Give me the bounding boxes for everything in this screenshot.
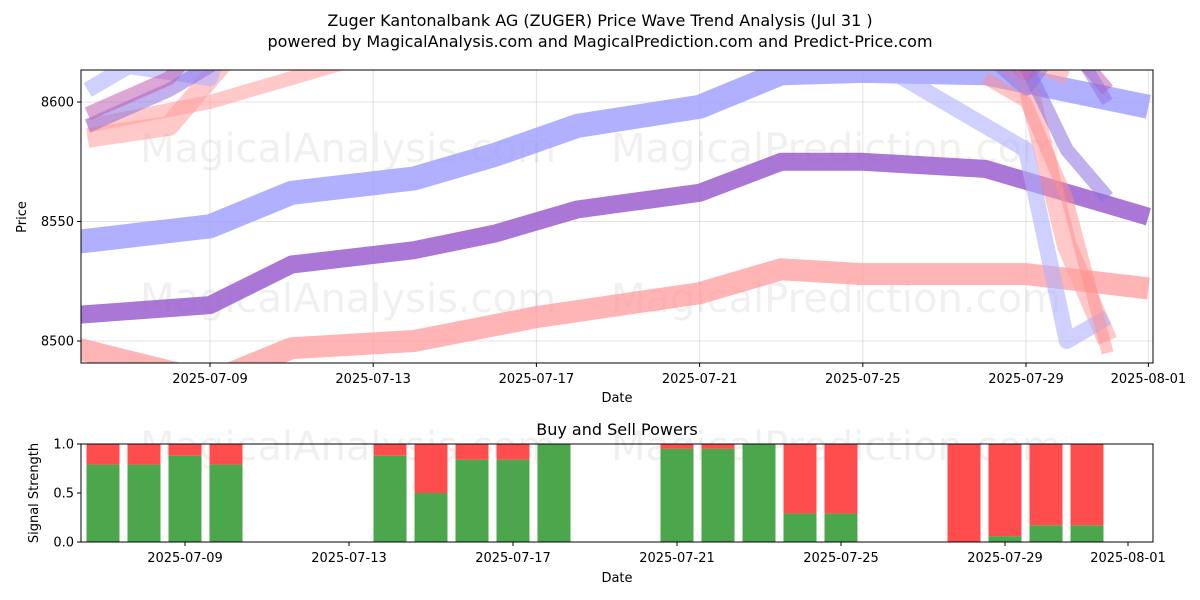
price-bands <box>81 70 1151 363</box>
chart-title: Zuger Kantonalbank AG (ZUGER) Price Wave… <box>327 11 872 30</box>
signal-x-tick-label: 2025-07-29 <box>967 551 1043 566</box>
signal-bar-2025-07-25 <box>824 444 858 542</box>
buy-bar <box>783 513 817 542</box>
buy-bar <box>1029 525 1063 542</box>
signal-bar-2025-07-17 <box>496 444 530 542</box>
price-x-tick-label: 2025-07-09 <box>172 372 248 387</box>
signal-x-tick-label: 2025-08-01 <box>1090 551 1166 566</box>
signal-bar-2025-07-28 <box>947 444 981 542</box>
price-y-tick-label: 8600 <box>41 96 74 111</box>
signal-bar-2025-07-16 <box>455 444 489 542</box>
signal-bar-2025-07-31 <box>1070 444 1104 542</box>
price-band-10 <box>994 70 1113 106</box>
signal-x-axis-label: Date <box>601 571 632 586</box>
buy-bar <box>455 459 489 542</box>
signal-y-tick-label: 0.0 <box>53 536 74 551</box>
price-x-tick-label: 2025-07-29 <box>988 372 1064 387</box>
sell-bar <box>701 444 735 449</box>
sell-bar <box>1070 444 1104 526</box>
signal-x-tick-label: 2025-07-09 <box>147 551 223 566</box>
sell-bar <box>1029 444 1063 526</box>
price-x-tick-label: 2025-07-17 <box>499 372 575 387</box>
buy-bar <box>127 464 161 542</box>
sell-bar <box>455 444 489 460</box>
buy-bar <box>414 493 448 542</box>
signal-y-axis: 0.0 0.5 1.0 <box>53 438 81 551</box>
buy-bar <box>1070 525 1104 542</box>
sell-bar <box>127 444 161 465</box>
price-x-tick-label: 2025-07-21 <box>662 372 738 387</box>
price-y-axis-label: Price <box>15 201 30 233</box>
price-x-axis-label: Date <box>601 391 632 406</box>
price-x-tick-label: 2025-07-25 <box>825 372 901 387</box>
sell-bar <box>86 444 120 465</box>
signal-bar-2025-07-29 <box>988 444 1022 542</box>
signal-bar-2025-07-09 <box>168 444 202 542</box>
sell-bar <box>660 444 694 449</box>
price-y-tick-label: 8500 <box>41 335 74 350</box>
watermark-analysis-bottom: MagicalAnalysis.com <box>140 424 556 470</box>
price-band-11 <box>982 72 1114 355</box>
buy-bar <box>496 459 530 542</box>
price-y-axis: 85008550860086508700 <box>41 96 81 350</box>
signal-bar-2025-07-08 <box>127 444 161 542</box>
signal-bar-2025-07-18 <box>537 444 571 542</box>
price-x-tick-label: 2025-08-01 <box>1111 372 1187 387</box>
signal-bars <box>86 444 1104 542</box>
signal-y-tick-label: 1.0 <box>53 438 74 453</box>
signal-bar-2025-07-22 <box>701 444 735 542</box>
price-watermarks: MagicalAnalysis.com MagicalPrediction.co… <box>140 126 1061 322</box>
price-band-3 <box>81 70 1151 254</box>
sell-bar <box>209 444 243 465</box>
buy-bar <box>701 448 735 542</box>
signal-bar-2025-07-21 <box>660 444 694 542</box>
signal-bar-2025-07-23 <box>742 444 776 542</box>
signal-bar-2025-07-10 <box>209 444 243 542</box>
sell-bar <box>783 444 817 514</box>
signal-x-axis: 2025-07-09 2025-07-13 2025-07-17 2025-07-21… <box>147 542 1166 566</box>
buy-bar <box>742 444 776 542</box>
signal-x-tick-label: 2025-07-13 <box>311 551 387 566</box>
buy-bar <box>988 536 1022 542</box>
buy-bar <box>537 444 571 542</box>
buy-bar <box>373 455 407 542</box>
signal-y-tick-label: 0.5 <box>53 487 74 502</box>
price-y-tick-label: 8550 <box>41 215 74 230</box>
signal-title: Buy and Sell Powers <box>536 420 698 439</box>
sell-bar <box>414 444 448 493</box>
buy-bar <box>824 513 858 542</box>
price-plot-frame <box>80 69 1154 364</box>
price-panel: MagicalAnalysis.com MagicalPrediction.co… <box>15 69 1186 406</box>
sell-bar <box>947 444 981 542</box>
signal-bar-2025-07-14 <box>373 444 407 542</box>
price-band-7 <box>83 70 1112 349</box>
buy-bar <box>209 464 243 542</box>
signal-x-tick-label: 2025-07-17 <box>475 551 551 566</box>
price-x-axis: 2025-07-09 2025-07-13 2025-07-17 2025-07-21… <box>172 363 1186 387</box>
signal-x-tick-label: 2025-07-21 <box>639 551 715 566</box>
signal-bar-2025-07-24 <box>783 444 817 542</box>
price-x-tick-label: 2025-07-13 <box>335 372 411 387</box>
price-band-5 <box>86 70 1070 133</box>
signal-panel: Buy and Sell Powers MagicalAnalysis.com … <box>27 420 1166 586</box>
sell-bar <box>824 444 858 514</box>
signal-bar-2025-07-15 <box>414 444 448 542</box>
buy-bar <box>660 448 694 542</box>
buy-bar <box>168 455 202 542</box>
sell-bar <box>988 444 1022 537</box>
sell-bar <box>168 444 202 456</box>
signal-x-tick-label: 2025-07-25 <box>803 551 879 566</box>
chart-subtitle: powered by MagicalAnalysis.com and Magic… <box>267 32 932 51</box>
signal-y-axis-label: Signal Strength <box>27 443 42 543</box>
price-band-2 <box>81 258 1150 363</box>
signal-bar-2025-07-30 <box>1029 444 1063 542</box>
sell-bar <box>496 444 530 460</box>
signal-bar-2025-07-07 <box>86 444 120 542</box>
sell-bar <box>373 444 407 456</box>
buy-bar <box>86 464 120 542</box>
price-band-4 <box>81 152 1151 324</box>
